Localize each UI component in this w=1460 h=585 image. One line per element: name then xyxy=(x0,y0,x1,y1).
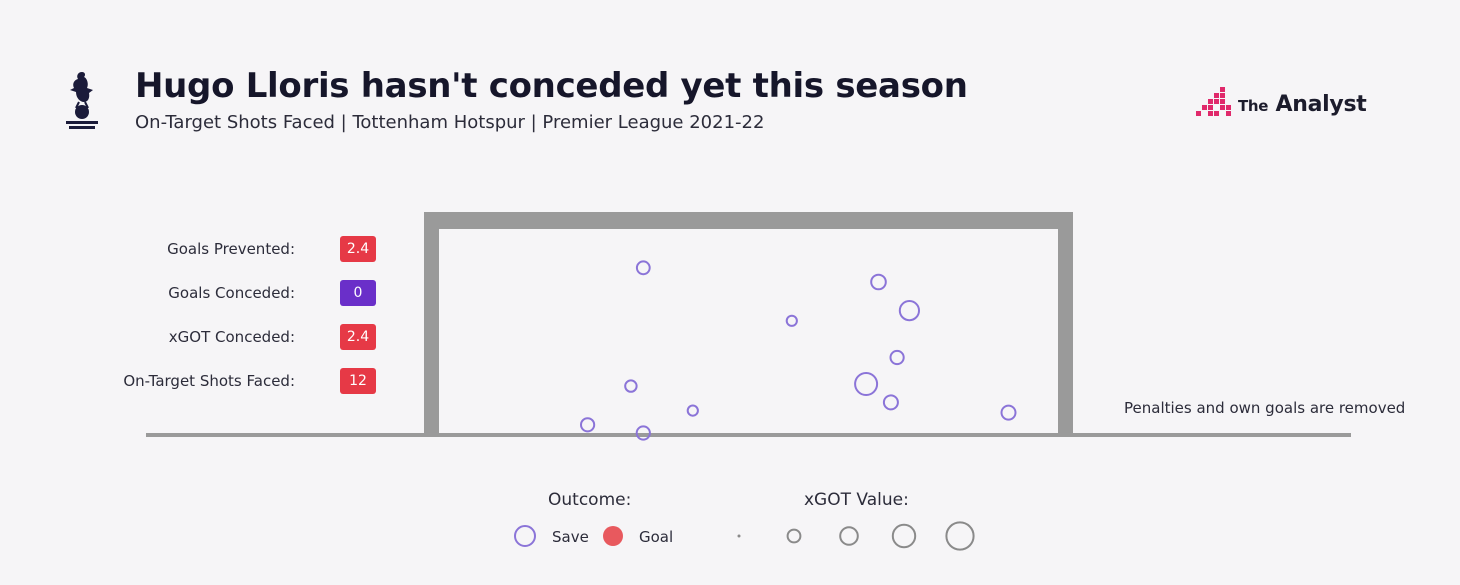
stats-panel: Goals Prevented: 2.4 Goals Conceded: 0 x… xyxy=(60,232,390,408)
stat-goals-conceded: Goals Conceded: 0 xyxy=(60,276,390,320)
goal-right-post xyxy=(1058,212,1073,436)
save-shot-marker xyxy=(1000,404,1017,421)
brand-the: The xyxy=(1238,96,1269,115)
save-shot-marker xyxy=(635,260,651,276)
stat-badge: 2.4 xyxy=(340,324,376,350)
legend-goal-label: Goal xyxy=(639,528,674,546)
stat-label: xGOT Conceded: xyxy=(168,328,295,346)
xgot-legend-title: xGOT Value: xyxy=(804,490,909,510)
page-title: Hugo Lloris hasn't conceded yet this sea… xyxy=(135,66,968,106)
save-shot-marker xyxy=(580,417,596,433)
save-shot-marker xyxy=(854,372,879,396)
goal-left-post xyxy=(424,212,439,436)
stat-xgot-conceded: xGOT Conceded: 2.4 xyxy=(60,320,390,364)
save-shot-marker xyxy=(898,300,921,322)
stat-goals-prevented: Goals Prevented: 2.4 xyxy=(60,232,390,276)
stat-label: On-Target Shots Faced: xyxy=(123,372,295,390)
save-shot-marker xyxy=(686,404,699,417)
save-shot-marker xyxy=(882,394,899,411)
outcome-legend-title: Outcome: xyxy=(548,490,632,510)
page-subtitle: On-Target Shots Faced | Tottenham Hotspu… xyxy=(135,112,765,133)
brand-name: Analyst xyxy=(1275,91,1367,117)
stat-badge: 0 xyxy=(340,280,376,306)
goal-crossbar xyxy=(424,212,1073,229)
stat-label: Goals Conceded: xyxy=(168,284,295,302)
save-shot-marker xyxy=(635,425,651,441)
footnote: Penalties and own goals are removed xyxy=(1124,399,1406,417)
stat-shots-faced: On-Target Shots Faced: 12 xyxy=(60,364,390,408)
save-shot-marker xyxy=(889,349,905,366)
legend-save-label: Save xyxy=(552,528,589,546)
stat-badge: 2.4 xyxy=(340,236,376,262)
stat-label: Goals Prevented: xyxy=(167,240,295,258)
stat-badge: 12 xyxy=(340,368,376,394)
tottenham-cockerel-icon xyxy=(66,72,98,129)
shots-layer xyxy=(580,260,1017,441)
analyst-bars-icon xyxy=(1196,87,1231,116)
save-shot-marker xyxy=(785,314,798,327)
the-analyst-logo: The Analyst xyxy=(1196,86,1367,122)
save-shot-marker xyxy=(624,379,638,393)
save-shot-marker xyxy=(870,273,887,291)
